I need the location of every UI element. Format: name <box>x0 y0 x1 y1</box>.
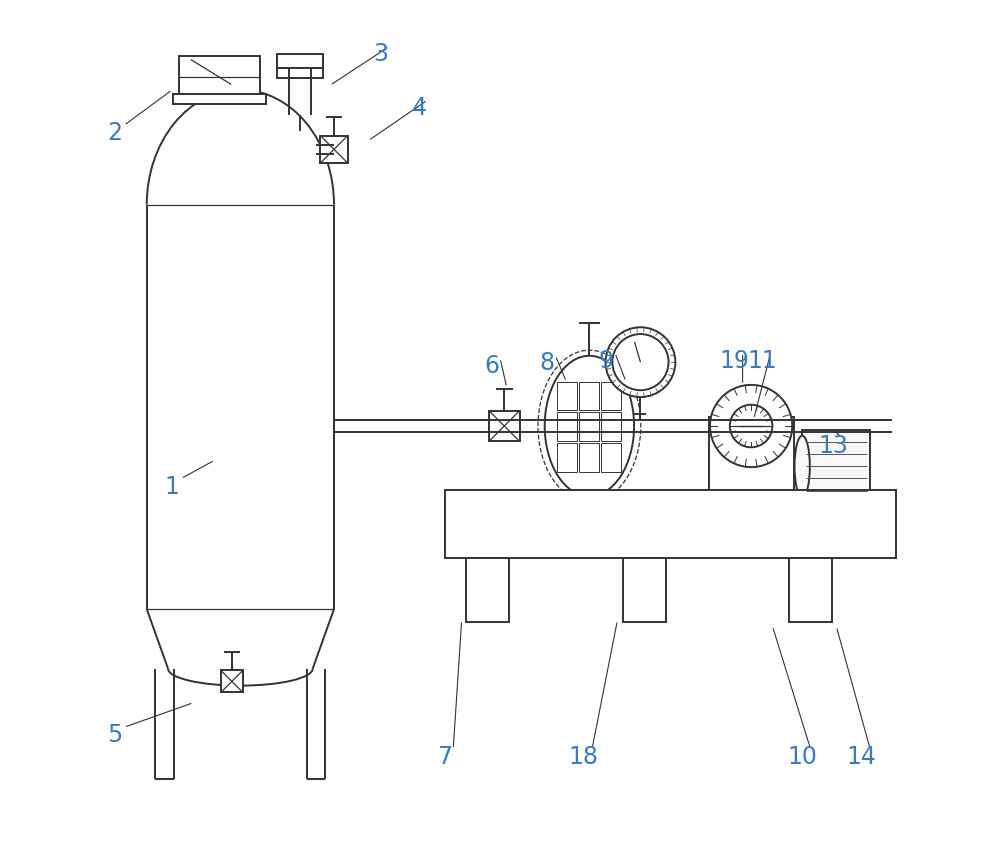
Text: 18: 18 <box>568 745 598 769</box>
Text: 8: 8 <box>539 351 554 374</box>
Text: 5: 5 <box>108 722 123 746</box>
Text: 13: 13 <box>819 433 849 457</box>
Bar <box>277 68 323 78</box>
Bar <box>173 95 266 105</box>
Text: 3: 3 <box>373 42 388 66</box>
Text: 6: 6 <box>484 353 499 377</box>
Bar <box>623 558 666 622</box>
Bar <box>466 558 509 622</box>
Bar <box>445 490 896 558</box>
Bar <box>709 418 794 516</box>
Bar <box>579 382 599 410</box>
Text: 7: 7 <box>437 745 452 769</box>
Bar <box>557 444 577 473</box>
Bar <box>802 431 870 503</box>
Text: 19: 19 <box>719 348 749 372</box>
Text: 9: 9 <box>599 348 614 372</box>
Text: 4: 4 <box>412 96 427 119</box>
Text: 11: 11 <box>747 348 777 372</box>
Text: 2: 2 <box>108 121 123 145</box>
Bar <box>320 136 348 164</box>
Circle shape <box>710 386 792 467</box>
Bar <box>277 55 323 68</box>
Bar <box>601 382 621 410</box>
Bar <box>489 411 520 442</box>
Circle shape <box>730 405 772 448</box>
Bar <box>601 444 621 473</box>
Bar <box>601 413 621 441</box>
Bar <box>579 413 599 441</box>
Text: 10: 10 <box>787 745 817 769</box>
Bar <box>557 413 577 441</box>
Text: 1: 1 <box>165 474 180 498</box>
Bar <box>557 382 577 410</box>
Circle shape <box>612 334 669 391</box>
Circle shape <box>606 328 675 397</box>
Ellipse shape <box>795 436 810 497</box>
Bar <box>579 444 599 473</box>
Bar <box>179 56 260 95</box>
Bar <box>789 558 832 622</box>
Text: 14: 14 <box>847 745 877 769</box>
Ellipse shape <box>545 357 634 496</box>
Bar <box>221 670 243 693</box>
